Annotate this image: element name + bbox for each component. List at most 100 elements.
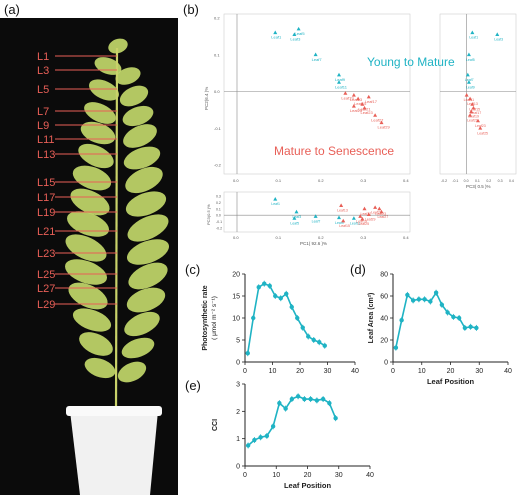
data-point xyxy=(311,337,316,343)
pca-bottom-ytick: 0.2 xyxy=(216,201,221,205)
annotation-mature-to-senescence: Mature to Senescence xyxy=(274,144,394,158)
pca-bottom-point xyxy=(351,216,356,220)
pca-main-point-label: Leaf23 xyxy=(361,110,374,115)
y-axis-label: Photosynthetic rate xyxy=(202,285,209,350)
series-line xyxy=(395,291,477,348)
y-tick-label: 5 xyxy=(236,338,240,345)
pca-main-ylabel: PC2(6.4 )% xyxy=(204,87,209,110)
pca-side-xtick: -0.2 xyxy=(441,179,447,183)
pca-main-point-label: Leaf9 xyxy=(335,77,346,82)
pca-main-ytick: 0.1 xyxy=(214,52,220,57)
leaf-label: L9 xyxy=(37,120,49,132)
pca-side-point-label: Leaf1 xyxy=(469,36,478,40)
panel-label-c: (c) xyxy=(185,262,201,277)
pca-bottom-point xyxy=(294,209,299,214)
data-point xyxy=(295,394,301,399)
pca-bottom-ytick: 0.0 xyxy=(216,214,221,218)
leaf-label: L1 xyxy=(37,51,49,63)
pca-main-point xyxy=(366,94,371,99)
y-tick-label: 80 xyxy=(380,272,388,279)
pca-bottom-point-label: Leaf11 xyxy=(350,221,360,225)
pca-main-plot: 0.0 0.1 0.2 0.3 0.4 0.2 0.1 0.0 -0.1 -0.2 PC2(6.4 … xyxy=(204,13,411,183)
data-point xyxy=(267,283,272,289)
pca-main-point-label: Leaf27 xyxy=(371,117,384,122)
pca-bottom-xtick: 0.0 xyxy=(233,235,239,240)
leaf-label: L7 xyxy=(37,106,49,118)
pca-bottom-point-label: Leaf15 xyxy=(339,224,350,228)
pca-bottom-ytick: -0.2 xyxy=(216,227,222,231)
x-tick-label: 10 xyxy=(272,472,280,479)
pca-bottom-point xyxy=(360,216,365,221)
pca-main-point xyxy=(356,96,361,101)
pca-bottom-ytick: 0.1 xyxy=(216,207,221,211)
pca-side-point-label: Leaf5 xyxy=(466,58,475,62)
pca-bottom-point xyxy=(362,206,367,211)
pca-main-point xyxy=(351,92,356,97)
pca-bottom-ylabel: PC3(0.5 )% xyxy=(206,204,211,225)
panel-label-e: (e) xyxy=(185,378,201,393)
data-point xyxy=(300,325,305,330)
data-point xyxy=(462,325,468,331)
pca-main-point-label: Leaf3 xyxy=(290,37,301,42)
x-axis-label: Leaf Position xyxy=(284,481,332,490)
plant-leaf xyxy=(66,211,110,237)
pca-bottom-xtick: 0.4 xyxy=(403,235,409,240)
y-tick-label: 15 xyxy=(232,294,240,301)
data-point xyxy=(273,293,278,299)
data-point xyxy=(451,314,456,320)
data-point xyxy=(320,396,326,402)
pca-main-point-label: Leaf19 xyxy=(341,95,354,100)
pca-bottom-xtick: 0.2 xyxy=(318,235,324,240)
pca-side-point xyxy=(468,96,473,101)
data-point xyxy=(445,310,450,315)
plant-leaf xyxy=(64,259,108,285)
leaf-label: L13 xyxy=(37,149,55,161)
pca-bottom-ytick: -0.1 xyxy=(216,220,222,224)
chart-leaf-area: 0 10 20 30 40 0 20 40 60 80 Leaf Position Leaf Area… xyxy=(368,272,512,387)
pca-bottom-point xyxy=(313,214,318,218)
x-tick-label: 0 xyxy=(243,472,247,479)
leaf-label: L27 xyxy=(37,283,55,295)
pca-main-point-label: Leaf13 xyxy=(350,97,363,102)
pca-main-ytick: 0.0 xyxy=(214,89,220,94)
pca-plot: 0.0 0.1 0.2 0.3 0.4 0.2 0.1 0.0 -0.1 -0.2 PC2(6.4 … xyxy=(204,13,517,246)
pca-main-point-label: Leaf25 xyxy=(350,108,363,113)
data-point xyxy=(416,297,422,302)
panel-label-d: (d) xyxy=(350,262,366,277)
pca-bottom-point xyxy=(341,218,346,223)
data-point xyxy=(422,297,427,302)
x-tick-label: 20 xyxy=(447,368,455,375)
plant-leaf xyxy=(72,165,112,191)
data-point xyxy=(283,406,288,411)
y-tick-label: 3 xyxy=(236,382,240,389)
pca-bottom-plot: 0.0 0.1 0.2 0.3 0.4 0.3 0.2 0.1 0.0 -0.1 -0.2 PC3(0… xyxy=(206,191,411,246)
plant-leaf xyxy=(125,166,163,194)
chart-photosynthetic-rate: 0 10 20 30 40 0 5 10 15 20 Photosynthetic rate( μm… xyxy=(202,272,359,376)
pca-main-point xyxy=(337,80,341,84)
pca-bottom-point-label: Leaf3 xyxy=(293,215,302,219)
pca-side-point-label: Leaf17 xyxy=(470,111,481,115)
pca-side-point-label: Leaf9 xyxy=(466,85,475,89)
pca-side-point-label: Leaf25 xyxy=(477,131,488,135)
pca-side-point xyxy=(470,102,475,106)
y-tick-label: 0 xyxy=(236,360,240,367)
data-point xyxy=(474,325,479,331)
pot-rim xyxy=(66,406,162,416)
x-tick-label: 40 xyxy=(504,368,512,375)
pca-main-point xyxy=(373,113,378,117)
leaf-label: L11 xyxy=(37,134,55,146)
x-axis-label: Leaf Position xyxy=(427,377,475,386)
x-tick-label: 20 xyxy=(296,368,304,375)
pca-side-point xyxy=(470,30,475,35)
y-tick-label: 2 xyxy=(236,409,240,416)
data-point xyxy=(322,343,327,348)
leaf-label: L23 xyxy=(37,248,55,260)
y-tick-label: 60 xyxy=(380,294,388,301)
leaf-label: L19 xyxy=(37,207,55,219)
pca-bottom-point-label: Leaf27 xyxy=(378,215,389,219)
plant-leaf xyxy=(115,67,141,85)
pca-bottom-xtick: 0.3 xyxy=(361,235,367,240)
pca-side-point-label: Leaf23 xyxy=(475,124,486,128)
data-point xyxy=(277,400,282,406)
pca-bottom-frame xyxy=(223,191,411,233)
